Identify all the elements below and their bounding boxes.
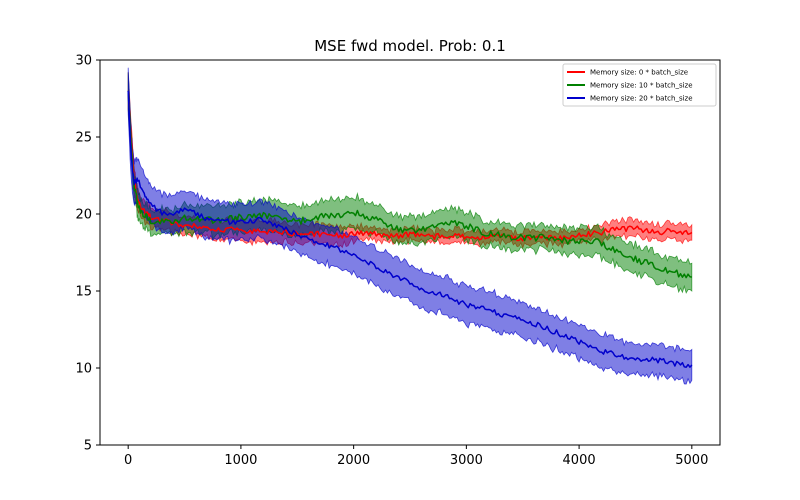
plot-area	[127, 67, 693, 385]
legend-box	[562, 63, 717, 107]
series-line-0	[127, 90, 693, 242]
y-tick-label: 5	[84, 439, 92, 454]
x-axis: 0 1000 2000 3000 4000 5000	[124, 445, 708, 468]
series-line-1	[127, 90, 692, 279]
series-band-2	[127, 67, 693, 385]
y-tick-label: 10	[75, 362, 92, 377]
legend-label: Memory size: 0 * batch_size	[590, 69, 688, 77]
legend-label: Memory size: 10 * batch_size	[590, 82, 693, 90]
y-tick-label: 15	[75, 285, 92, 300]
axes-frame	[99, 59, 721, 446]
y-tick-label: 20	[75, 208, 92, 223]
x-tick-label: 2000	[337, 453, 370, 468]
y-axis: 5 10 15 20 25 30	[75, 54, 100, 454]
y-tick-label: 25	[75, 131, 92, 146]
legend: Memory size: 0 * batch_size Memory size: …	[562, 63, 717, 107]
y-tick-label: 30	[75, 54, 92, 69]
x-tick-label: 3000	[450, 453, 483, 468]
axes-border	[99, 59, 721, 446]
x-tick-label: 1000	[224, 453, 257, 468]
x-tick-label: 0	[124, 453, 132, 468]
legend-label: Memory size: 20 * batch_size	[590, 95, 693, 103]
chart-title: MSE fwd model. Prob: 0.1	[314, 37, 506, 55]
x-tick-label: 5000	[675, 453, 708, 468]
series-line-2	[127, 90, 693, 368]
x-tick-label: 4000	[563, 453, 596, 468]
